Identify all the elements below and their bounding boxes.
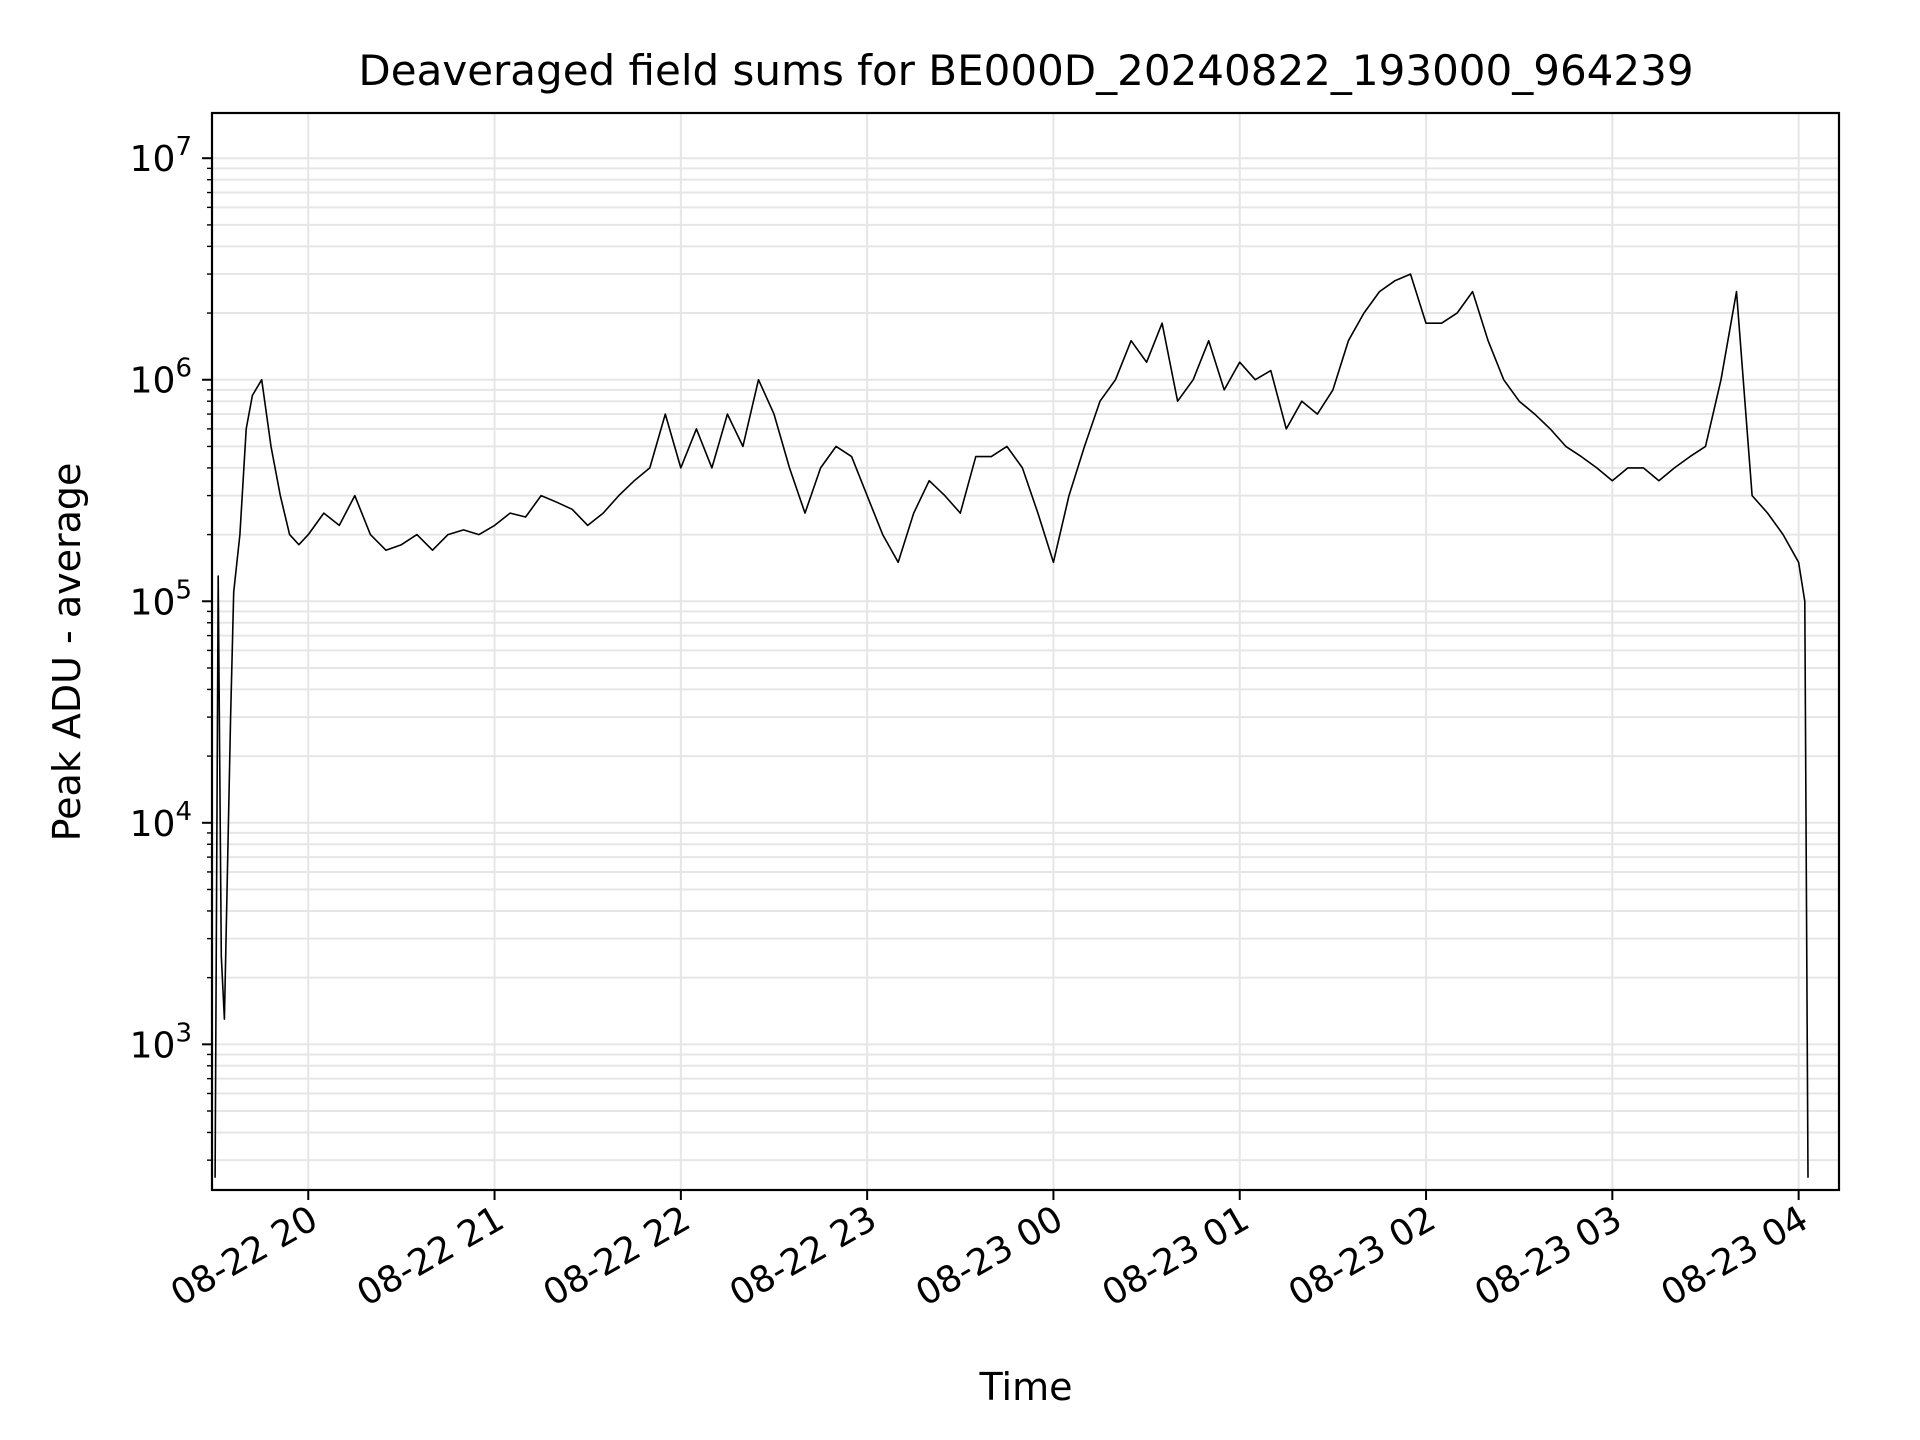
grid-lines <box>212 113 1839 1190</box>
y-tick-label: 106 <box>130 354 192 402</box>
x-axis-label: Time <box>979 1365 1073 1409</box>
plot-area <box>214 273 1809 1178</box>
series-line <box>214 273 1809 1178</box>
y-tick-label: 103 <box>130 1018 192 1066</box>
y-axis: 103 104 105 106 107 <box>130 132 212 1161</box>
y-tick-label: 107 <box>130 132 192 180</box>
plot-frame <box>210 111 1841 1192</box>
y-axis-label: Peak ADU - average <box>45 463 89 842</box>
y-tick-label: 104 <box>130 797 192 845</box>
y-tick-label: 105 <box>130 575 192 623</box>
chart-title: Deaveraged field sums for BE000D_2024082… <box>358 46 1693 95</box>
